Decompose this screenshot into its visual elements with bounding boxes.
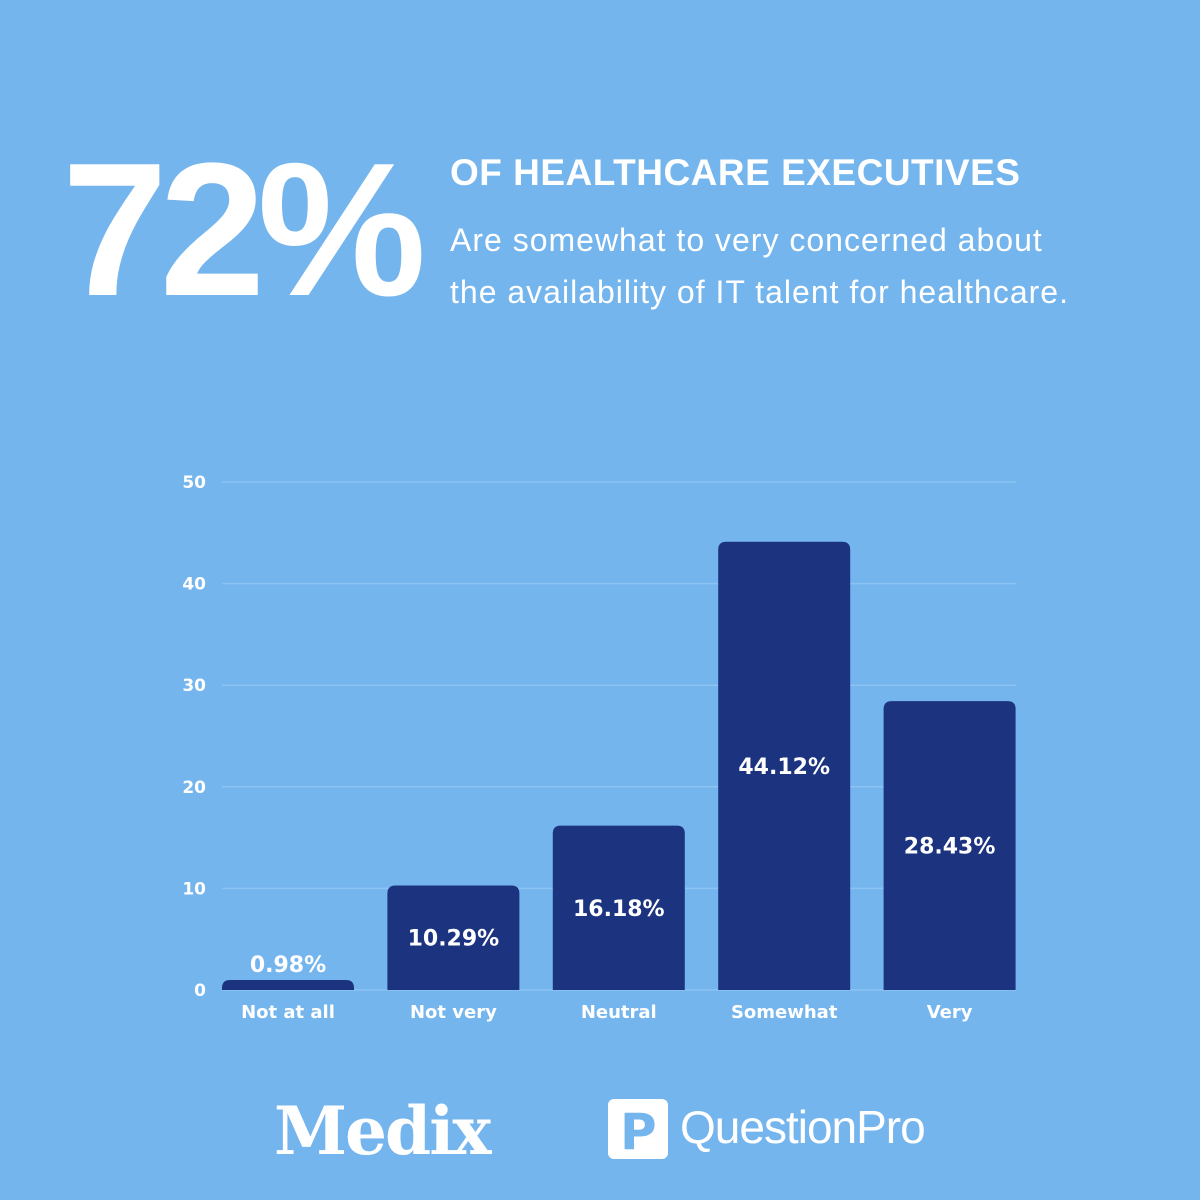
data-label: 10.29% bbox=[408, 927, 500, 952]
subtitle-line-1: Are somewhat to very concerned about bbox=[450, 222, 1043, 258]
x-tick-label: Not very bbox=[410, 1002, 497, 1023]
bar-not-at-all bbox=[222, 980, 354, 990]
bar-not-very bbox=[387, 885, 520, 990]
headline-title: OF HEALTHCARE EXECUTIVES bbox=[450, 152, 1021, 193]
data-label: 28.43% bbox=[904, 835, 996, 860]
data-label: 44.12% bbox=[738, 755, 830, 780]
bar-very bbox=[883, 701, 1016, 990]
bar-somewhat bbox=[718, 541, 851, 990]
y-tick-label: 40 bbox=[182, 575, 206, 595]
subtitle-line-2: the availability of IT talent for health… bbox=[450, 274, 1069, 310]
y-tick-label: 50 bbox=[182, 473, 206, 493]
x-tick-label: Neutral bbox=[581, 1002, 657, 1023]
y-tick-label: 0 bbox=[194, 981, 206, 1001]
headline-stat: 72% bbox=[62, 124, 426, 336]
x-tick-label: Very bbox=[927, 1002, 973, 1023]
medix-logo: Medix bbox=[274, 1092, 492, 1170]
y-tick-label: 30 bbox=[182, 676, 206, 696]
questionpro-logo: QuestionPro bbox=[680, 1101, 926, 1153]
x-tick-label: Somewhat bbox=[731, 1002, 838, 1023]
y-tick-label: 10 bbox=[182, 879, 206, 899]
headline-subtitle: Are somewhat to very concerned about the… bbox=[450, 214, 1069, 318]
bar-neutral bbox=[552, 825, 685, 990]
x-tick-label: Not at all bbox=[241, 1002, 335, 1023]
y-tick-label: 20 bbox=[182, 778, 206, 798]
data-label: 0.98% bbox=[250, 953, 326, 978]
questionpro-icon: P bbox=[608, 1099, 668, 1161]
questionpro-mark: P bbox=[620, 1103, 657, 1161]
data-label: 16.18% bbox=[573, 897, 665, 922]
